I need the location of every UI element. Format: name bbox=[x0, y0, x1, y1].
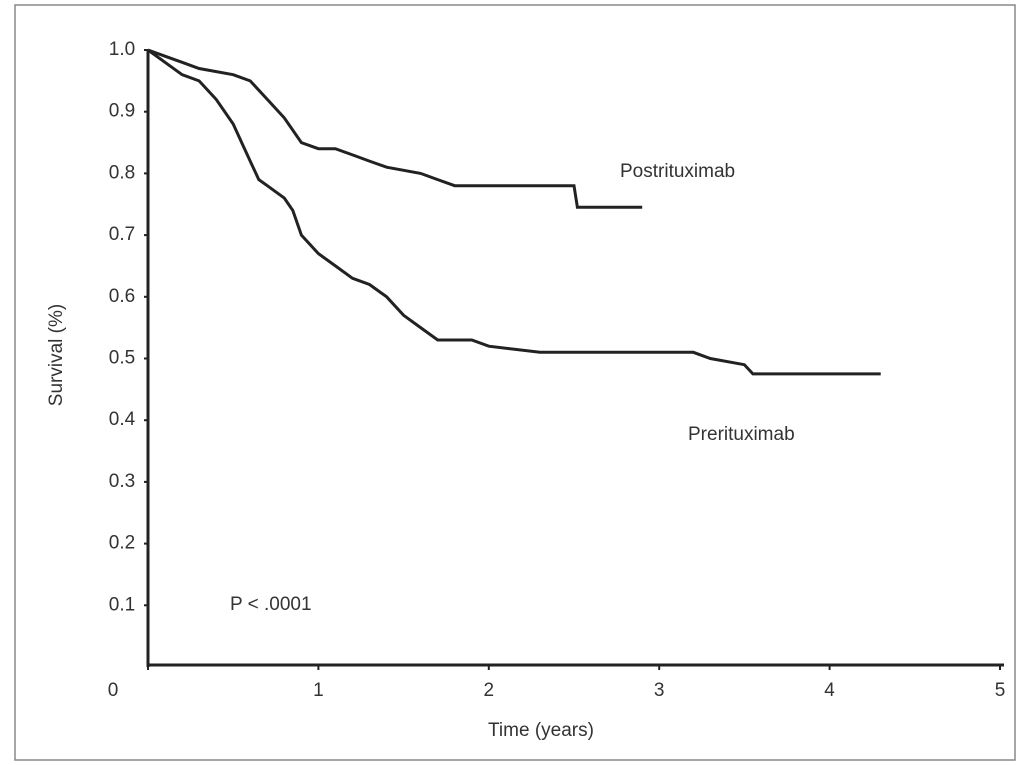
y-tick-label: 0.5 bbox=[109, 348, 135, 369]
x-tick-label: 5 bbox=[995, 680, 1006, 701]
y-axis-label: Survival (%) bbox=[46, 304, 67, 406]
y-tick-label: 0.3 bbox=[109, 471, 135, 492]
x-tick-label: 1 bbox=[313, 680, 324, 701]
x-tick-label: 2 bbox=[484, 680, 495, 701]
y-tick-label: 0.8 bbox=[109, 162, 135, 183]
survival-curve bbox=[147, 48, 643, 209]
y-tick-label: 0.6 bbox=[109, 286, 135, 307]
x-tick-label: 3 bbox=[654, 680, 665, 701]
y-tick-label: 0.7 bbox=[109, 224, 135, 245]
y-tick-label: 0.9 bbox=[109, 101, 135, 122]
series-label: Postrituximab bbox=[620, 161, 735, 182]
y-tick-label: 0.1 bbox=[109, 594, 135, 615]
y-tick-label: 0.4 bbox=[109, 409, 136, 430]
x-tick-label: 4 bbox=[824, 680, 835, 701]
annotation: P < .0001 bbox=[230, 594, 312, 615]
y-tick-label: 1.0 bbox=[109, 39, 135, 60]
x-tick-label: 0 bbox=[108, 680, 119, 701]
y-tick-label: 0.2 bbox=[109, 533, 135, 554]
x-axis-label: Time (years) bbox=[488, 720, 594, 741]
series-label: Prerituximab bbox=[688, 424, 795, 445]
survival-curve bbox=[147, 48, 881, 376]
frame bbox=[14, 4, 1016, 761]
